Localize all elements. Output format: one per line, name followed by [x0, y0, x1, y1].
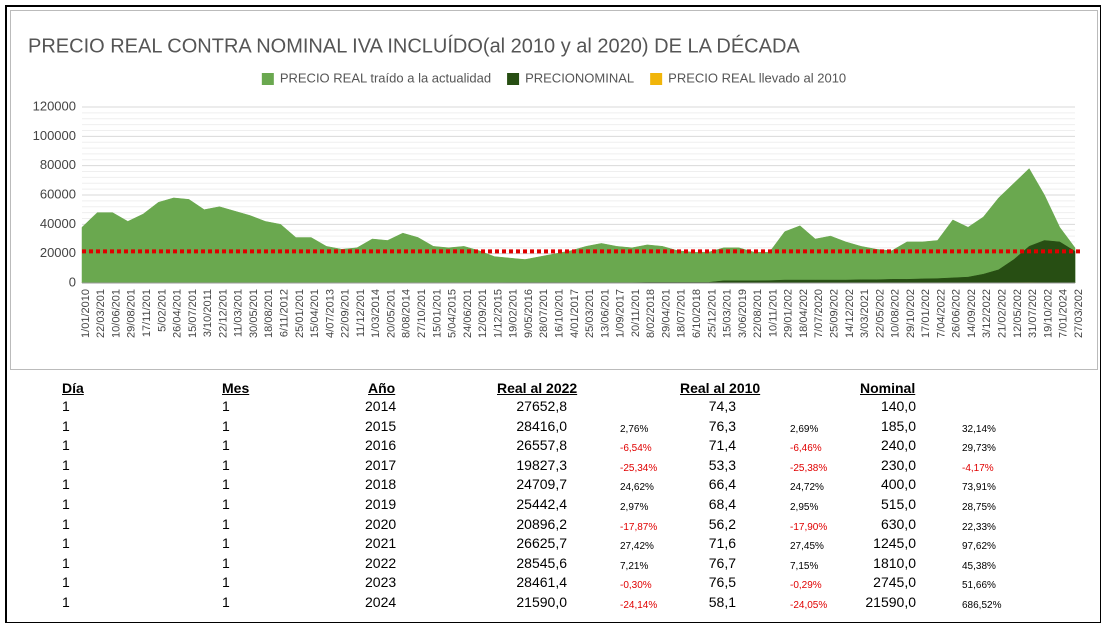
- x-tick-label: 12/09/201: [477, 289, 489, 338]
- x-tick-label: 7/07/2020: [813, 289, 825, 338]
- x-tick-label: 1/01/2010: [80, 289, 92, 338]
- x-tick-label: 3/03/2021: [859, 289, 871, 338]
- legend-label: PRECIO REAL traído a la actualidad: [280, 70, 491, 85]
- x-tick-label: 27/03/202: [1073, 289, 1085, 338]
- x-tick-label: 28/07/201: [538, 289, 550, 338]
- x-tick-label: 1/09/2017: [615, 289, 627, 338]
- x-tick-label: 18/08/201: [263, 289, 275, 338]
- x-tick-label: 20/05/201: [385, 289, 397, 338]
- x-tick-label: 10/08/202: [890, 289, 902, 338]
- x-tick-label: 29/10/202: [905, 289, 917, 338]
- area-series: [81, 168, 1076, 284]
- x-tick-label: 18/07/201: [676, 289, 688, 338]
- x-tick-label: 22/05/202: [874, 289, 886, 338]
- x-tick-label: 11/12/201: [355, 289, 367, 337]
- x-tick-label: 3/06/2019: [737, 289, 749, 338]
- x-tick-label: 17/01/202: [920, 289, 932, 338]
- y-tick-label: 40000: [40, 216, 76, 231]
- x-tick-label: 24/06/201: [462, 289, 474, 338]
- x-tick-label: 14/12/202: [844, 289, 856, 338]
- x-tick-label: 16/10/201: [553, 289, 565, 338]
- y-tick-label: 0: [69, 274, 76, 289]
- x-tick-label: 5/02/201: [156, 289, 168, 332]
- x-tick-label: 27/10/201: [416, 289, 428, 338]
- x-tick-label: 3/12/2022: [981, 289, 993, 338]
- x-tick-label: 15/07/201: [187, 289, 199, 338]
- x-tick-label: 6/10/2018: [691, 289, 703, 338]
- x-tick-label: 10/06/201: [110, 289, 122, 338]
- x-tick-label: 29/01/202: [783, 289, 795, 338]
- chart-border: [10, 10, 1098, 370]
- x-tick-label: 21/02/202: [997, 289, 1009, 338]
- x-tick-label: 17/11/201: [141, 289, 153, 337]
- chart-title: PRECIO REAL CONTRA NOMINAL IVA INCLUÍDO(…: [28, 34, 800, 57]
- x-tick-label: 7/04/2022: [935, 289, 947, 338]
- x-tick-label: 4/07/2013: [324, 289, 336, 338]
- y-tick-label: 80000: [40, 157, 76, 172]
- x-tick-label: 10/11/201: [767, 289, 779, 337]
- x-tick-label: 6/11/2012: [279, 289, 291, 337]
- x-tick-label: 25/01/201: [294, 289, 306, 338]
- x-tick-label: 20/11/201: [630, 289, 642, 337]
- x-tick-label: 14/09/202: [966, 289, 978, 338]
- sheet-frame: [5, 5, 1101, 623]
- y-tick-label: 100000: [33, 128, 76, 143]
- x-tick-label: 26/06/202: [951, 289, 963, 338]
- x-tick-label: 22/12/201: [217, 289, 229, 338]
- legend-swatch: [650, 73, 663, 85]
- x-tick-label: 25/09/202: [828, 289, 840, 338]
- chart: PRECIO REAL CONTRA NOMINAL IVA INCLUÍDO(…: [10, 10, 1098, 370]
- x-tick-label: 9/05/2016: [523, 289, 535, 338]
- x-tick-label: 12/05/202: [1012, 289, 1024, 338]
- x-tick-label: 1/03/2014: [370, 289, 382, 338]
- x-tick-label: 8/02/2018: [645, 289, 657, 338]
- x-tick-label: 30/05/201: [248, 289, 260, 338]
- x-tick-label: 15/03/201: [722, 289, 734, 338]
- x-tick-label: 3/10/2011: [202, 289, 214, 337]
- legend-item: PRECIO REAL traído a la actualidad: [261, 70, 491, 85]
- x-tick-label: 29/04/201: [660, 289, 672, 338]
- x-tick-label: 5/04/2015: [447, 289, 459, 338]
- x-tick-label: 22/08/201: [752, 289, 764, 338]
- x-tick-label: 1/12/2015: [492, 289, 504, 338]
- x-tick-label: 15/01/201: [431, 289, 443, 338]
- x-tick-label: 25/03/201: [584, 289, 596, 338]
- x-tick-label: 29/08/201: [126, 289, 138, 338]
- legend-item: PRECIO REAL llevado al 2010: [650, 70, 846, 85]
- legend-swatch: [261, 73, 274, 85]
- legend-item: PRECIONOMINAL: [507, 70, 634, 85]
- x-tick-label: 22/03/201: [95, 289, 107, 338]
- legend-label: PRECIO REAL llevado al 2010: [668, 70, 846, 85]
- y-tick-label: 120000: [33, 98, 76, 113]
- x-tick-label: 25/12/201: [706, 289, 718, 338]
- legend-label: PRECIONOMINAL: [525, 70, 634, 85]
- x-tick-label: 4/01/2017: [569, 289, 581, 338]
- x-tick-label: 19/02/201: [508, 289, 520, 338]
- x-tick-label: 19/10/202: [1042, 289, 1054, 338]
- x-tick-label: 26/04/201: [172, 289, 184, 338]
- x-tick-label: 22/09/201: [340, 289, 352, 338]
- legend-swatch: [507, 73, 520, 85]
- legend: PRECIO REAL traído a la actualidad PRECIO…: [261, 70, 846, 85]
- x-tick-label: 11/03/201: [233, 289, 245, 337]
- x-tick-label: 31/07/202: [1027, 289, 1039, 338]
- x-tick-label: 18/04/202: [798, 289, 810, 338]
- x-tick-label: 7/01/2024: [1058, 289, 1070, 338]
- y-tick-label: 20000: [40, 245, 76, 260]
- y-tick-label: 60000: [40, 186, 76, 201]
- x-tick-label: 15/04/201: [309, 289, 321, 338]
- x-tick-label: 8/08/2014: [401, 289, 413, 338]
- x-tick-label: 13/06/201: [599, 289, 611, 338]
